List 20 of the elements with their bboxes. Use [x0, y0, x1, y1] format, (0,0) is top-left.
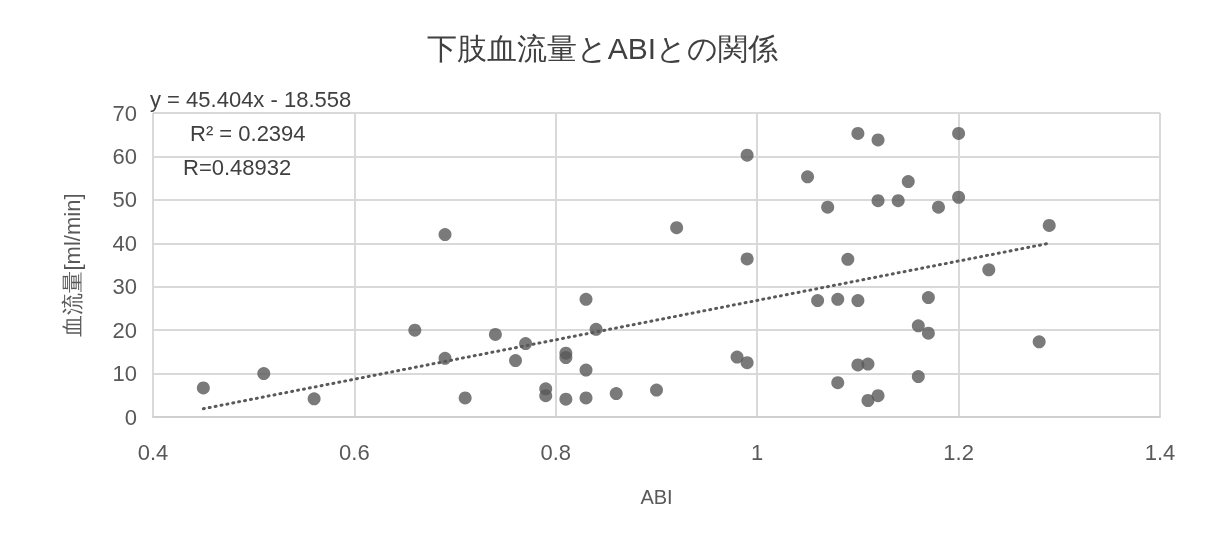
chart-title: 下肢血流量とABIとの関係: [426, 31, 779, 65]
y-tick-label: 10: [112, 361, 137, 387]
x-tick-label: 1: [751, 439, 764, 465]
x-tick-label: 0.8: [540, 439, 572, 465]
x-axis-title: ABI: [640, 486, 673, 508]
y-tick-label: 70: [112, 100, 137, 126]
annotation: R² = 0.2394: [190, 120, 306, 146]
y-tick-label: 30: [112, 274, 137, 300]
x-tick-label: 0.6: [339, 439, 370, 465]
annotation: R=0.48932: [183, 154, 292, 180]
y-tick-label: 0: [124, 404, 137, 430]
x-tick-label: 0.4: [137, 439, 169, 465]
x-tick-label: 1.4: [1144, 439, 1176, 465]
y-tick-label: 60: [112, 143, 137, 169]
text: y = 45.404x - 18.558: [150, 86, 352, 112]
y-tick-label: 50: [112, 187, 137, 213]
y-tick-label: 20: [112, 317, 137, 343]
y-axis-title: 血流量[ml/min]: [59, 193, 85, 337]
y-tick-label: 40: [112, 230, 137, 256]
x-tick-label: 1.2: [943, 439, 974, 465]
